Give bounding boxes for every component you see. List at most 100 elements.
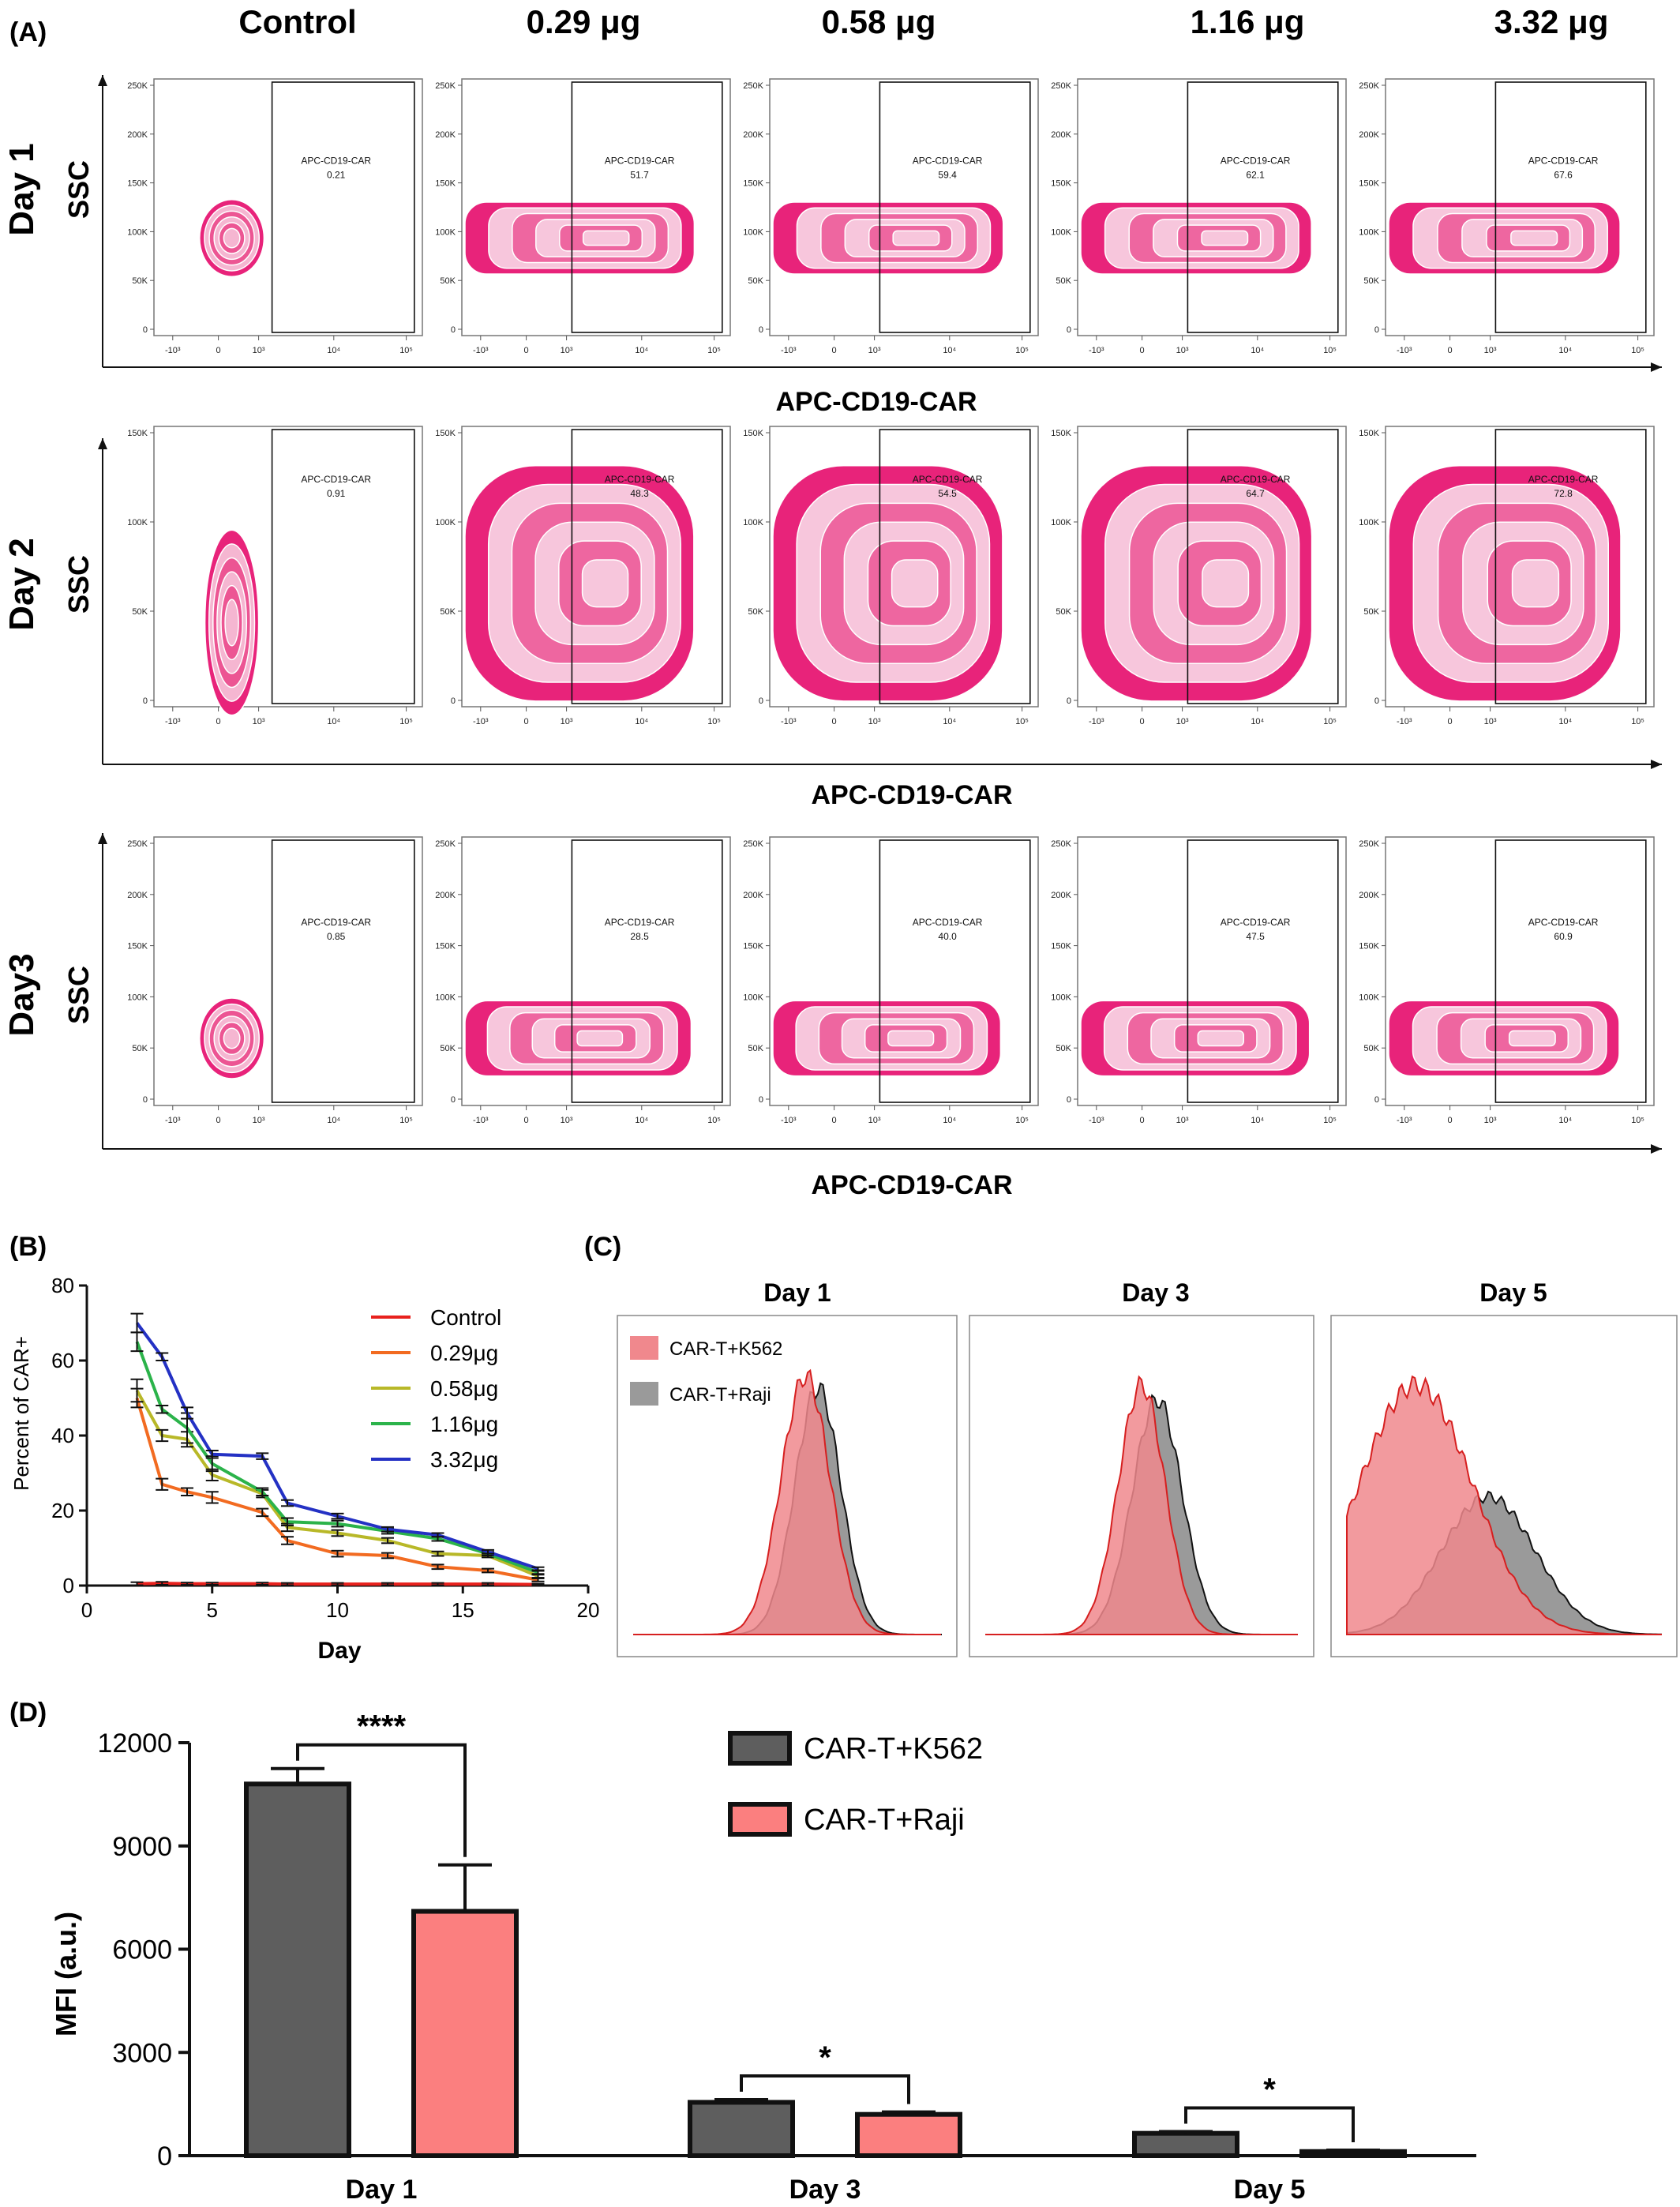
x-tick-label: 10: [326, 1598, 349, 1622]
gate-label: APC-CD19-CAR: [913, 917, 983, 928]
significance-bracket: [740, 2074, 910, 2104]
gate-box: [1494, 839, 1647, 1103]
gate-box: [1187, 429, 1339, 704]
significance-label: ****: [357, 1710, 407, 1744]
bar-1: [1299, 2149, 1407, 2159]
x-tick-label: 10⁵: [399, 1116, 413, 1125]
x-tick-label: -10³: [473, 346, 489, 355]
y-tick-label: 0: [1067, 1095, 1071, 1105]
x-tick-label: 10⁵: [707, 1116, 721, 1125]
x-tick-label: 10⁵: [707, 717, 721, 726]
x-tick-label: -10³: [165, 346, 181, 355]
y-tick-label: 12000: [97, 1728, 172, 1758]
legend-label: Control: [430, 1305, 501, 1330]
y-tick-label: 100K: [1359, 518, 1379, 527]
panel-label-b: (B): [9, 1232, 47, 1262]
y-tick-label: 50K: [440, 607, 456, 617]
gate-label: APC-CD19-CAR: [1221, 474, 1291, 485]
x-tick-label: 10³: [561, 346, 573, 355]
y-tick-label: 150K: [1051, 942, 1071, 951]
row-ylabel-day3: SSC: [62, 966, 95, 1024]
x-tick-label: -10³: [1089, 717, 1104, 726]
gate-percent: 47.5: [1246, 931, 1265, 942]
x-tick-label: -10³: [781, 1116, 797, 1125]
category-label: Day 3: [789, 2175, 861, 2205]
x-tick-label: -10³: [473, 1116, 489, 1125]
x-tick-label: 10³: [253, 346, 265, 355]
y-tick-label: 0: [63, 1574, 74, 1597]
y-tick-label: 0: [759, 696, 763, 706]
y-tick-label: 6000: [112, 1935, 172, 1965]
y-tick-label: 100K: [743, 227, 763, 237]
x-tick-label: -10³: [781, 346, 797, 355]
y-tick-label: 150K: [743, 179, 763, 189]
gate-label: APC-CD19-CAR: [1221, 917, 1291, 928]
significance-label: *: [1263, 2072, 1276, 2107]
x-tick-label: 10⁴: [635, 717, 648, 726]
bar-chart-d: MFI (a.u.) 0 3000 6000 9000 12000 Day 1 **** Da…: [50, 1710, 1476, 2205]
column-header-dose-3: 1.16 μg: [1191, 3, 1305, 40]
y-tick-label: 100K: [127, 518, 148, 527]
y-tick-label: 50K: [748, 1044, 763, 1053]
hist-title-day1: Day 1: [763, 1278, 831, 1307]
row-x-axis-arrow: [1651, 362, 1662, 372]
y-tick-label: 0: [1374, 1095, 1379, 1105]
x-tick-label: 10³: [868, 1116, 881, 1125]
flow-plot-3: 250K 200K 150K 100K 50K 0 -10³ 0 10³ 10⁴ 10⁵ APC-CD…: [1051, 78, 1347, 355]
column-header-dose-1: 0.29 μg: [527, 3, 641, 40]
row-xlabel-day3: APC-CD19-CAR: [811, 1170, 1012, 1200]
density-contour: [1080, 464, 1313, 702]
significance-bracket: [1184, 2106, 1355, 2143]
flow-plot-0: 250K 200K 150K 100K 50K 0 -10³ 0 10³ 10⁴ 10⁵ APC-CD…: [127, 78, 423, 355]
flow-plot-0: 150K 100K 50K 0 -10³ 0 10³ 10⁴ 10⁵ APC-CD19-CAR 0.…: [127, 426, 423, 726]
gate-percent: 0.21: [327, 169, 346, 180]
gate-box: [571, 839, 723, 1103]
row-x-axis-arrow: [1651, 1144, 1662, 1154]
flow-row-day2: Day 2 SSC APC-CD19-CAR 150K 100K 50K 0 -10³ 0…: [2, 426, 1662, 810]
y-tick-label: 80: [51, 1274, 74, 1297]
gate-label: APC-CD19-CAR: [301, 917, 371, 928]
histogram-panel-c: Day 1 Day 3 Day 5 CAR-T+K562 CAR-T+Raji: [617, 1278, 1678, 1657]
density-contour: [1388, 201, 1621, 275]
y-tick-label: 9000: [112, 1832, 172, 1862]
flow-plot-1: 250K 200K 150K 100K 50K 0 -10³ 0 10³ 10⁴ 10⁵ APC-CD…: [435, 836, 731, 1125]
gate-percent: 62.1: [1246, 169, 1265, 180]
y-tick-label: 50K: [1363, 607, 1379, 617]
gate-box: [1494, 429, 1647, 704]
legend-swatch: [630, 1336, 658, 1360]
contour-ring: [223, 1027, 241, 1049]
contour-ring: [223, 227, 241, 249]
row-ylabel-day1: SSC: [62, 160, 95, 219]
x-tick-label: 10⁴: [1251, 1116, 1264, 1125]
contour-ring: [582, 230, 630, 246]
flow-plot-frame: [153, 836, 423, 1106]
y-tick-label: 200K: [1051, 130, 1071, 140]
y-tick-label: 200K: [127, 130, 148, 140]
x-tick-label: 10⁵: [399, 717, 413, 726]
gate-box: [271, 839, 415, 1103]
x-tick-label: 0: [832, 1116, 837, 1125]
legend-swatch: [728, 1802, 792, 1837]
x-tick-label: 0: [1448, 1116, 1453, 1125]
contour-ring: [887, 1030, 935, 1047]
y-tick-label: 150K: [127, 942, 148, 951]
x-tick-label: 10⁴: [327, 717, 340, 726]
gate-label: APC-CD19-CAR: [605, 155, 675, 166]
y-tick-label: 100K: [127, 993, 148, 1002]
legend-label: CAR-T+K562: [804, 1732, 983, 1766]
gate-box: [879, 81, 1031, 333]
density-contour: [772, 201, 1004, 275]
contour-ring: [1201, 230, 1249, 246]
gate-percent: 67.6: [1554, 169, 1573, 180]
gate-label: APC-CD19-CAR: [301, 155, 371, 166]
y-tick-label: 0: [143, 1095, 148, 1105]
y-tick-label: 250K: [435, 81, 456, 91]
legend-swatch: [630, 1382, 658, 1406]
y-tick-label: 150K: [1359, 179, 1379, 189]
y-tick-label: 200K: [743, 130, 763, 140]
x-tick-label: 10⁵: [1631, 346, 1644, 355]
chart-d-ylabel: MFI (a.u.): [50, 1912, 82, 2036]
flow-plot-4: 250K 200K 150K 100K 50K 0 -10³ 0 10³ 10⁴ 10⁵ APC-CD…: [1359, 78, 1655, 355]
density-contour: [199, 199, 265, 277]
chart-d-plot: 0 3000 6000 9000 12000 Day 1 **** Day 3 * Day 5 * C…: [97, 1710, 1476, 2205]
